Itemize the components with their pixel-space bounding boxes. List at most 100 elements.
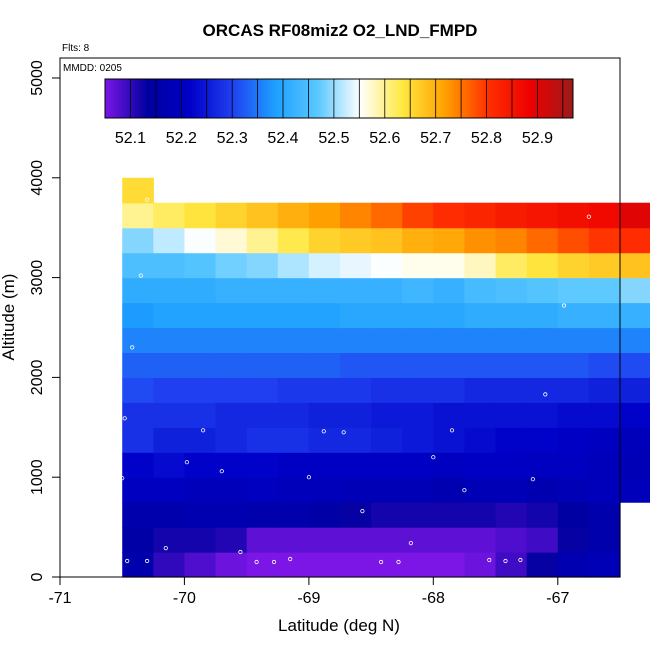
x-axis-title: Latitude (deg N)	[278, 616, 400, 635]
heatmap-cell	[495, 277, 528, 304]
heatmap-cell	[557, 427, 590, 453]
heatmap-cell	[308, 327, 341, 354]
heatmap-cell	[246, 202, 279, 229]
heatmap-cell	[402, 427, 434, 453]
heatmap-cell	[620, 352, 650, 378]
heatmap-cell	[557, 202, 590, 229]
heatmap-cell	[433, 252, 466, 279]
heatmap-cell	[308, 227, 341, 254]
heatmap-cell	[153, 377, 186, 403]
heatmap-cell	[153, 477, 186, 503]
heatmap-cell	[526, 227, 559, 254]
heatmap-cell	[215, 202, 248, 229]
heatmap-cell	[153, 402, 186, 428]
heatmap-cell	[557, 352, 590, 378]
heatmap-cell	[526, 302, 559, 329]
heatmap-cell	[122, 227, 154, 254]
heatmap-cell	[215, 277, 248, 304]
heatmap-cell	[122, 327, 154, 354]
heatmap-cell	[588, 452, 621, 478]
heatmap-cell	[153, 452, 186, 478]
heatmap-cell	[433, 502, 466, 528]
heatmap-cell	[122, 377, 154, 403]
heatmap-cell	[246, 277, 279, 304]
heatmap-cell	[620, 202, 650, 229]
heatmap-cell	[464, 227, 497, 254]
sample-point	[408, 540, 413, 546]
heatmap-cell	[184, 202, 217, 229]
sample-point	[138, 273, 143, 278]
heatmap-cell	[277, 352, 310, 378]
heatmap-cell	[588, 377, 621, 403]
sample-point	[271, 559, 277, 565]
heatmap-cell	[495, 377, 528, 403]
sample-point	[360, 508, 365, 514]
heatmap-cell	[526, 527, 559, 553]
heatmap-cell	[433, 377, 466, 403]
heatmap-cell	[153, 527, 186, 553]
heatmap-cell	[620, 477, 650, 503]
heatmap-cell	[526, 477, 559, 503]
heatmap-cell	[588, 277, 621, 304]
heatmap-cell	[215, 352, 248, 378]
heatmap-cell	[277, 427, 310, 453]
heatmap-cell	[526, 327, 559, 354]
heatmap-cell	[153, 302, 186, 329]
heatmap-cell	[277, 552, 310, 578]
colorbar-tick-label: 52.7	[420, 130, 451, 147]
x-tick-label: -67	[546, 590, 569, 607]
heatmap-cell	[371, 427, 403, 453]
y-tick-label: 4000	[29, 160, 46, 196]
x-tick-label: -70	[173, 590, 196, 607]
heatmap-cell	[433, 352, 466, 378]
heatmap-cell	[246, 327, 279, 354]
heatmap-cell	[464, 427, 497, 453]
heatmap-cell	[588, 502, 621, 528]
heatmap-cell	[620, 327, 650, 354]
y-axis: 0 1000 2000 3000 4000 5000	[29, 60, 60, 581]
sample-point	[238, 549, 243, 555]
sample-point	[125, 558, 130, 564]
heatmap-cell	[340, 402, 372, 428]
x-tick-label: -71	[48, 590, 71, 607]
heatmap-cell	[340, 552, 372, 578]
colorbar-tick-label: 52.4	[267, 130, 298, 147]
heatmap-cell	[277, 202, 310, 229]
heatmap-cell	[340, 477, 372, 503]
heatmap-cell	[184, 452, 217, 478]
heatmap-cell	[464, 302, 497, 329]
heatmap-cell	[340, 277, 372, 304]
heatmap-cell	[153, 277, 186, 304]
heatmap-cell	[495, 527, 528, 553]
heatmap-cell	[402, 252, 434, 279]
colorbar-tick-label: 52.3	[217, 130, 248, 147]
heatmap-cell	[433, 227, 466, 254]
heatmap-cell	[277, 502, 310, 528]
heatmap-cell	[495, 452, 528, 478]
heatmap-cell	[340, 377, 372, 403]
heatmap-cell	[122, 552, 154, 578]
heatmap-cell	[495, 302, 528, 329]
heatmap-cell	[402, 202, 434, 229]
heatmap-cell	[215, 327, 248, 354]
heatmap-cell	[433, 202, 466, 229]
heatmap-cell	[620, 302, 650, 329]
heatmap-cell	[277, 302, 310, 329]
heatmap-cell	[246, 427, 279, 453]
heatmap-cell	[277, 277, 310, 304]
sample-point	[341, 430, 346, 435]
sample-point	[543, 392, 548, 397]
heatmap-cell	[557, 552, 590, 578]
sample-point	[122, 416, 127, 421]
heatmap-cell	[153, 327, 186, 354]
flights-note: Flts: 8	[62, 43, 90, 54]
heatmap-cell	[184, 302, 217, 329]
heatmap-cell	[184, 502, 217, 528]
x-tick-label: -68	[422, 590, 445, 607]
heatmap-cell	[277, 402, 310, 428]
sample-point	[130, 345, 135, 350]
colorbar-tick-label: 52.6	[369, 130, 400, 147]
heatmap-cell	[588, 227, 621, 254]
heatmap-cell	[464, 452, 497, 478]
